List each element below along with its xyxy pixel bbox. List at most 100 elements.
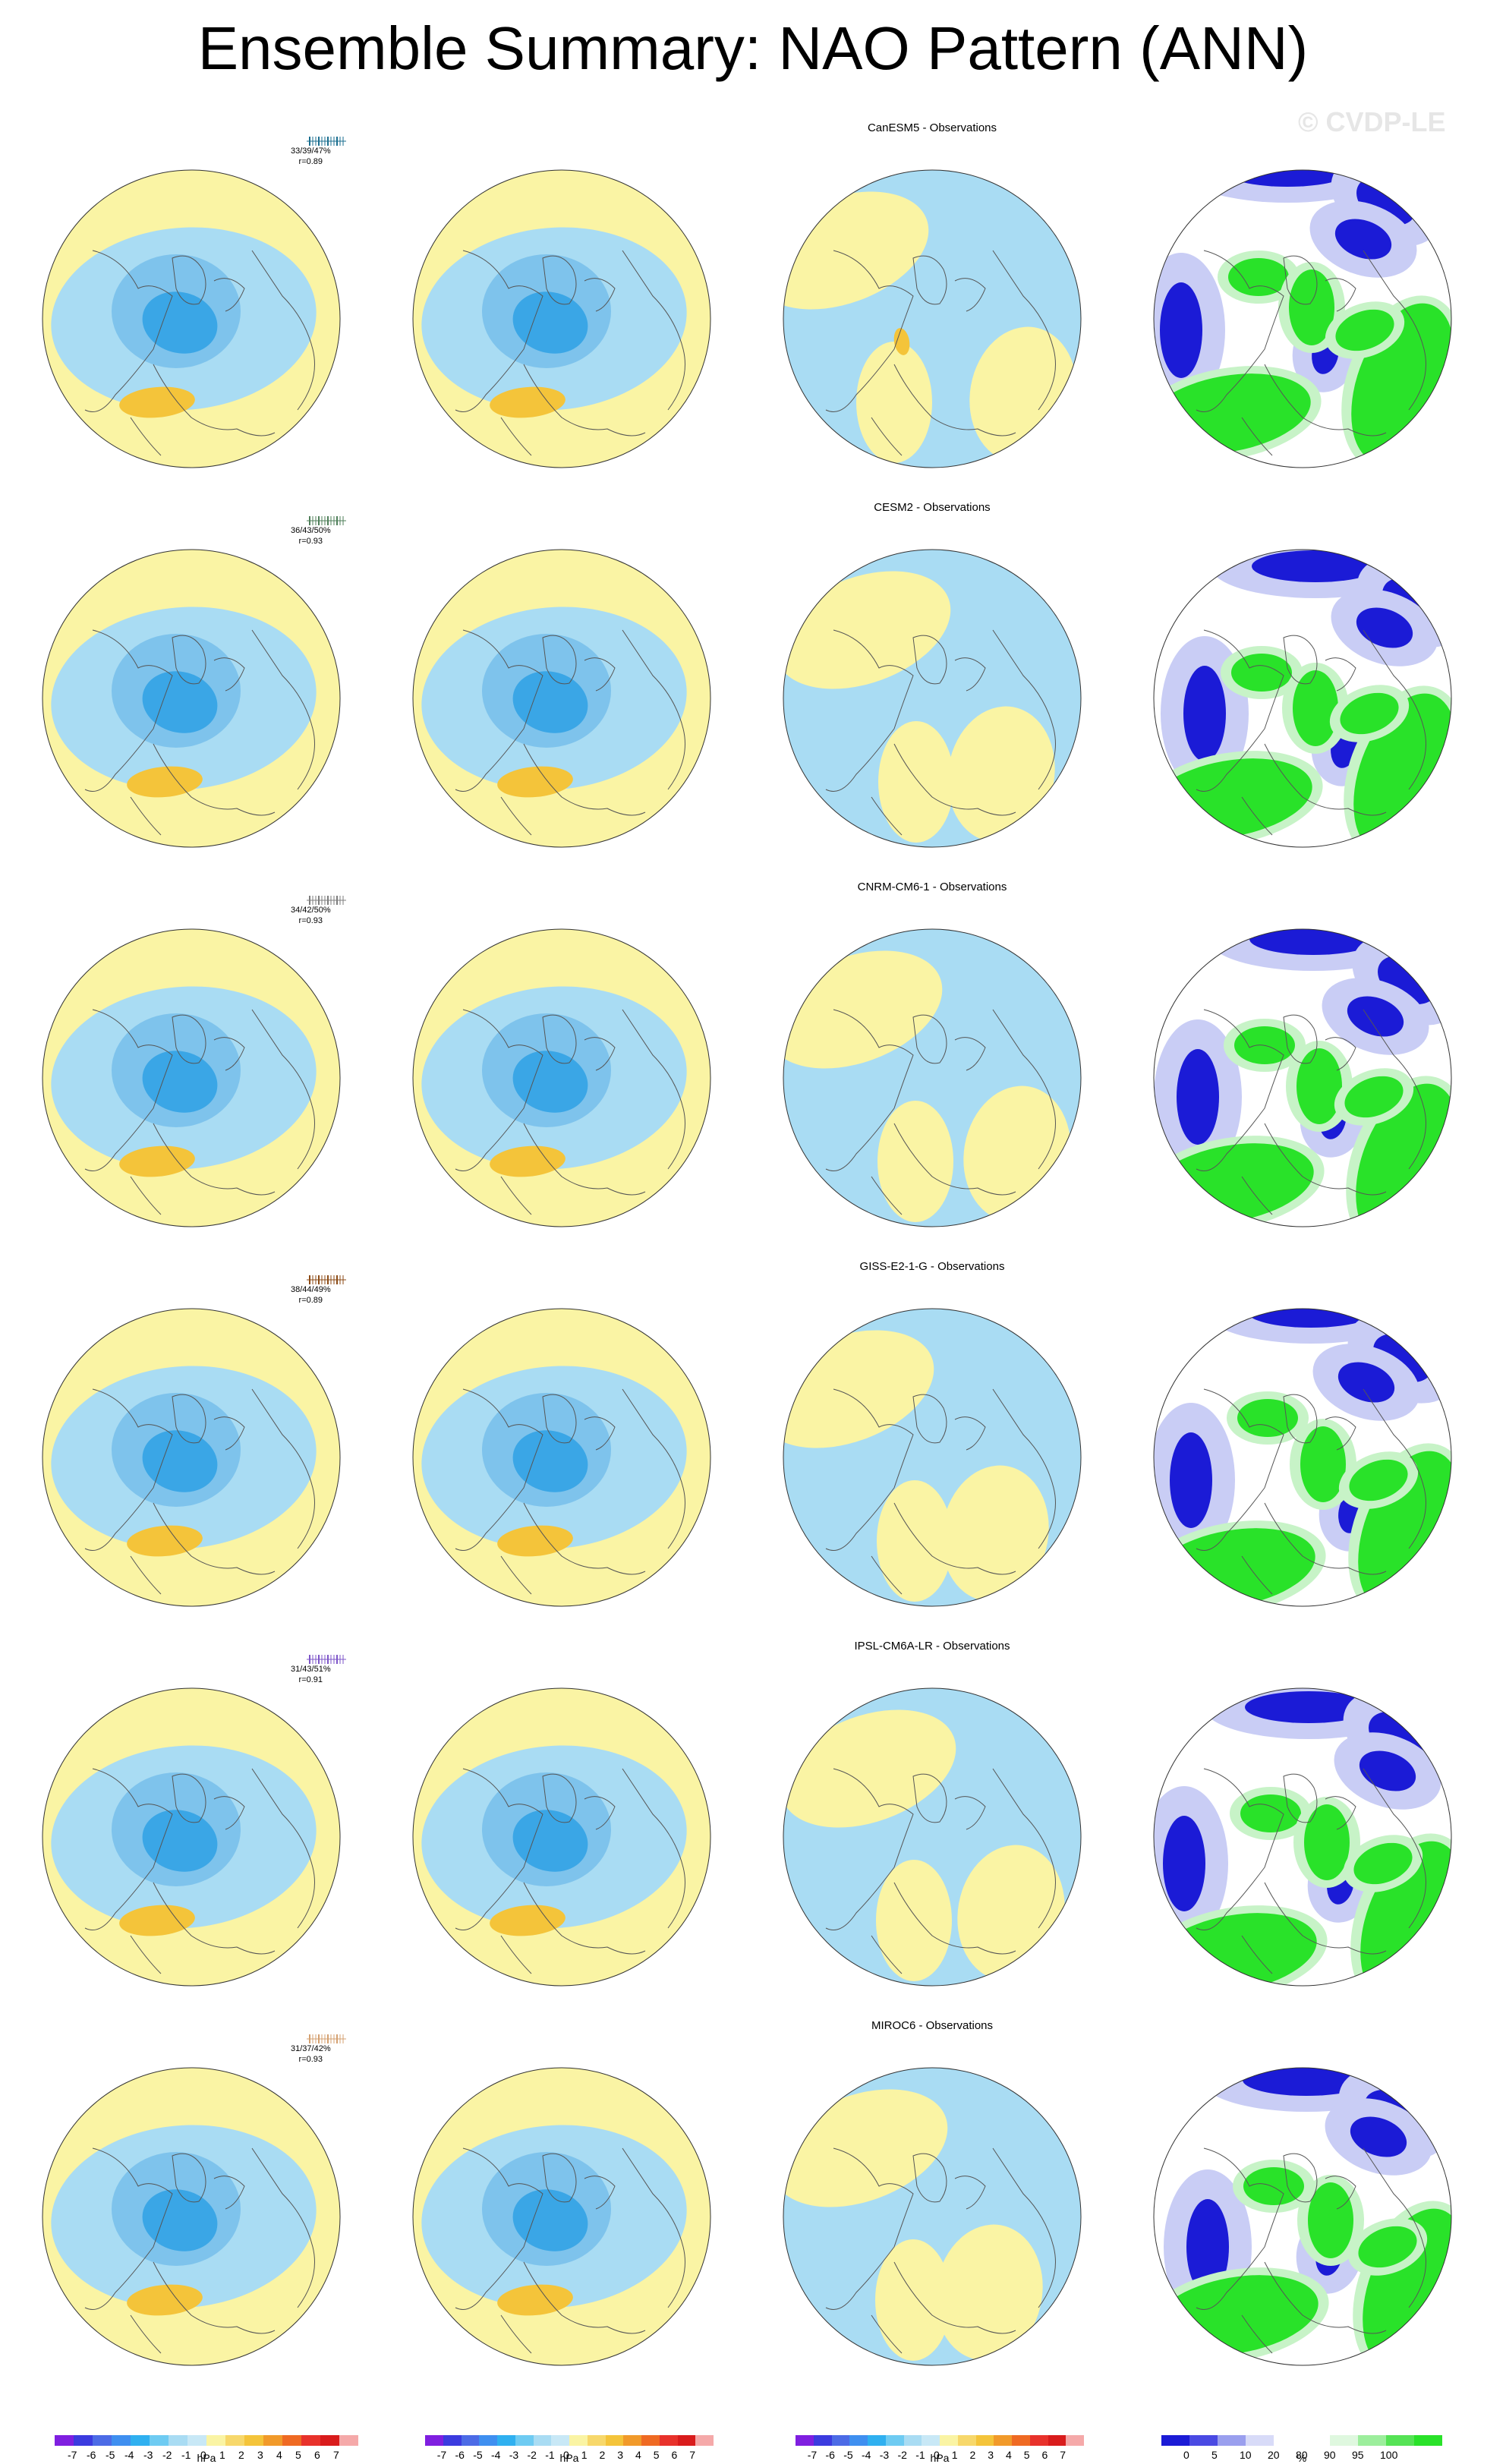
positive-anomaly (876, 1860, 952, 1981)
colorbar-unit: hPa (930, 2452, 950, 2464)
correlation-stat: r=0.89 (298, 1296, 323, 1305)
rank-high-region (1231, 654, 1292, 692)
negative-anomaly-strong (142, 2189, 218, 2251)
rank-low-region (1337, 1362, 1395, 1403)
colorbar-tick-label: 0 (200, 2449, 206, 2461)
coastlines (455, 629, 685, 836)
positive-anomaly (877, 1480, 953, 1602)
colorbar-tick-label: -4 (124, 2449, 134, 2461)
colorbar-tick-label: 10 (1240, 2449, 1252, 2461)
map-outline (412, 928, 711, 1227)
colorbar-swatch (868, 2435, 886, 2446)
rank-high-region (1349, 1459, 1408, 1501)
rank-low-region (1177, 1049, 1219, 1145)
rank-high-region (1237, 1399, 1298, 1437)
member-spread-glyph (307, 2034, 346, 2043)
panel-title: GISS-E2-1-G - Observations (859, 1260, 1005, 1273)
rank-high-region (1240, 1794, 1301, 1832)
colorbar-tick-label: 7 (333, 2449, 339, 2461)
rank-low-region (1170, 1432, 1212, 1528)
colorbar-tick-label: 5 (1023, 2449, 1030, 2461)
colorbar-tick-label: 3 (617, 2449, 624, 2461)
negative-anomaly-strong (512, 1051, 588, 1113)
colorbar-swatch (1274, 2435, 1302, 2446)
polar-map (1153, 2067, 1452, 2366)
coastlines (1196, 629, 1426, 836)
colorbar-swatch (641, 2435, 660, 2446)
rank-low-region (1252, 550, 1379, 582)
member-spread-glyph (307, 896, 346, 905)
colorbar-tick-label: 5 (653, 2449, 660, 2461)
coastlines (1196, 250, 1426, 456)
colorbar-swatch (443, 2435, 462, 2446)
colorbar-tick-label: -6 (455, 2449, 465, 2461)
colorbar-swatch (885, 2435, 904, 2446)
colorbar-swatch (206, 2435, 225, 2446)
model-panel: 36/43/50% r=0.93 (6, 501, 376, 881)
colorbar-swatch (479, 2435, 497, 2446)
coastlines (455, 1768, 685, 1974)
model-panel: 31/37/42% r=0.93 (6, 2019, 376, 2399)
colorbar-tick-label: -1 (915, 2449, 925, 2461)
diff-panel: IPSL-CM6A-LR - Observations (747, 1640, 1117, 2019)
polar-map (1153, 1687, 1452, 1987)
colorbar-tick-label: 5 (295, 2449, 301, 2461)
colorbar-swatch (813, 2435, 832, 2446)
diff-panel: CNRM-CM6-1 - Observations (747, 881, 1117, 1260)
colorbar-tick-label: -3 (509, 2449, 519, 2461)
variance-stats: 38/44/49% (291, 1285, 331, 1294)
colorbar-tick-label: 3 (257, 2449, 263, 2461)
colorbar-unit: % (1296, 2452, 1307, 2464)
map-outline (783, 2067, 1082, 2366)
stats-label: 33/39/47% r=0.89 (291, 146, 331, 167)
rank-panel (1117, 881, 1488, 1260)
colorbar-swatch (55, 2435, 74, 2446)
polar-map (783, 928, 1082, 1227)
rank-panel (1117, 501, 1488, 881)
coastlines (455, 1388, 685, 1595)
panel-title: CESM2 - Observations (874, 501, 991, 514)
map-outline (42, 1687, 341, 1987)
coastlines (84, 1009, 315, 1215)
colorbar-swatch (569, 2435, 588, 2446)
coastlines (1196, 1768, 1426, 1974)
map-outline (42, 2067, 341, 2366)
rank-high-region (1296, 1048, 1342, 1124)
member-spread-glyph (307, 1655, 346, 1664)
rank-low-region (1160, 282, 1202, 378)
colorbar-swatch (1330, 2435, 1358, 2446)
diff-panel: CESM2 - Observations (747, 501, 1117, 881)
coastlines (825, 1768, 1056, 1974)
polar-map (42, 2067, 341, 2366)
map-outline (1153, 169, 1452, 468)
polar-map (412, 928, 711, 1227)
map-outline (783, 928, 1082, 1227)
rank-high-region (1344, 1076, 1404, 1118)
colorbar-tick-label: 0 (934, 2449, 940, 2461)
colorbar-tick-label: -3 (879, 2449, 890, 2461)
colorbar-swatch (74, 2435, 93, 2446)
positive-anomaly (497, 2284, 573, 2316)
positive-anomaly (490, 1145, 566, 1177)
colorbar-swatch (461, 2435, 480, 2446)
rank-high-region (1289, 269, 1334, 345)
positive-anomaly (941, 1465, 1049, 1602)
colorbar-tick-label: -6 (825, 2449, 835, 2461)
member-spread-glyph (307, 1275, 346, 1284)
rank-colorbar (1161, 2435, 1442, 2446)
polar-map (1153, 928, 1452, 1227)
watermark: © CVDP-LE (1298, 106, 1446, 137)
colorbar-swatch (187, 2435, 206, 2446)
rank-high-region (1300, 1426, 1346, 1502)
colorbar-tick-label: -7 (68, 2449, 77, 2461)
map-outline (412, 549, 711, 848)
colorbar-swatch (796, 2435, 814, 2446)
rank-low-region (1359, 1750, 1416, 1791)
colorbar-tick-label: 1 (581, 2449, 588, 2461)
colorbar-tick-label: -6 (87, 2449, 96, 2461)
colorbar-swatch (975, 2435, 994, 2446)
colorbar-tick-label: 0 (1183, 2449, 1189, 2461)
map-outline (1153, 549, 1452, 848)
stats-label: 31/37/42% r=0.93 (291, 2043, 331, 2065)
panel-title: CanESM5 - Observations (867, 121, 997, 134)
